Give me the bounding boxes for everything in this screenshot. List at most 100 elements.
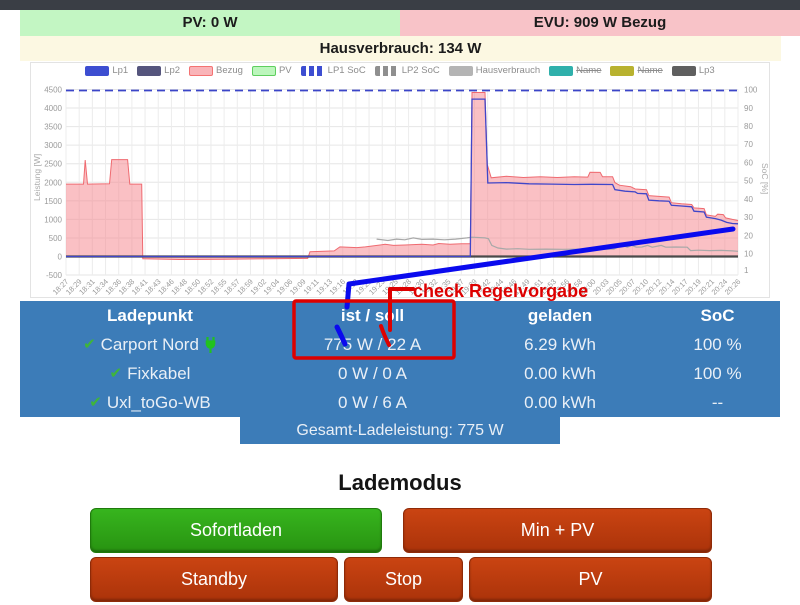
power-soc-chart-panel: Lp1 Lp2 Bezug PV LP1 SoC LP2 SoC Hausverbrauch… bbox=[30, 62, 770, 298]
legend-item-name[interactable]: Name bbox=[610, 65, 663, 76]
series-line-Bezug bbox=[66, 92, 739, 261]
charge-point-name: Fixkabel bbox=[127, 363, 191, 383]
svg-text:10: 10 bbox=[744, 250, 753, 259]
pv-status-text: PV: 0 W bbox=[182, 14, 238, 31]
svg-text:70: 70 bbox=[744, 140, 753, 149]
svg-text:50: 50 bbox=[744, 177, 753, 186]
svg-text:100: 100 bbox=[744, 86, 758, 95]
check-icon: ✔ bbox=[83, 336, 96, 353]
power-soc-chart: 4500 4000 3500 3000 2500 2000 1500 1000 500 0 -500… bbox=[32, 86, 769, 297]
svg-text:2000: 2000 bbox=[44, 178, 62, 187]
legend-swatch bbox=[300, 65, 325, 76]
svg-text:30: 30 bbox=[744, 213, 753, 222]
svg-text:0: 0 bbox=[58, 253, 63, 262]
svg-text:1000: 1000 bbox=[44, 215, 62, 224]
svg-text:60: 60 bbox=[744, 158, 753, 167]
svg-text:4500: 4500 bbox=[44, 86, 62, 95]
svg-text:4000: 4000 bbox=[44, 104, 62, 113]
table-cell-geladen: 0.00 kWh bbox=[524, 363, 596, 383]
legend-item-pv[interactable]: PV bbox=[251, 65, 292, 76]
total-charge-power-text: Gesamt-Ladeleistung: 775 W bbox=[296, 422, 504, 439]
legend-swatch bbox=[189, 65, 214, 76]
table-cell-ist-soll: 0 W / 0 A bbox=[338, 363, 407, 383]
svg-text:90: 90 bbox=[744, 104, 753, 113]
legend-swatch bbox=[448, 65, 473, 76]
table-cell-geladen: 6.29 kWh bbox=[524, 334, 596, 354]
svg-text:20: 20 bbox=[744, 231, 753, 240]
legend-label: PV bbox=[278, 65, 292, 76]
table-cell-soc: -- bbox=[711, 392, 724, 412]
plug-icon bbox=[205, 336, 216, 353]
legend-item-lp2-soc[interactable]: LP2 SoC bbox=[374, 65, 440, 76]
min-pv-button[interactable]: Min + PV bbox=[403, 508, 712, 553]
stop-button[interactable]: Stop bbox=[344, 557, 463, 602]
legend-label: Lp3 bbox=[698, 65, 715, 76]
hausverbrauch-status-text: Hausverbrauch: 134 W bbox=[319, 40, 482, 57]
charge-point-name: Carport Nord bbox=[100, 334, 199, 354]
table-cell-geladen: 0.00 kWh bbox=[524, 392, 596, 412]
legend-swatch bbox=[374, 65, 399, 76]
col-header-geladen: geladen bbox=[527, 305, 593, 325]
svg-text:3500: 3500 bbox=[44, 123, 62, 132]
legend-item-name[interactable]: Name bbox=[549, 65, 601, 76]
chart-series bbox=[66, 89, 739, 261]
table-cell-ist-soll: 0 W / 6 A bbox=[338, 392, 407, 412]
svg-text:500: 500 bbox=[49, 234, 63, 243]
total-charge-power-bar: Gesamt-Ladeleistung: 775 W bbox=[240, 417, 560, 444]
legend-item-lp3[interactable]: Lp3 bbox=[671, 65, 715, 76]
legend-label: Bezug bbox=[216, 65, 243, 76]
table-row-uxl-togo-wb-name: ✔ Uxl_toGo-WB bbox=[20, 393, 280, 413]
legend-swatch bbox=[137, 65, 162, 76]
check-icon: ✔ bbox=[109, 365, 123, 382]
legend-label: Lp2 bbox=[164, 65, 181, 76]
chart-legend: Lp1 Lp2 Bezug PV LP1 SoC LP2 SoC Hausverbrauch… bbox=[31, 65, 769, 76]
legend-swatch bbox=[610, 65, 635, 76]
series-line-Lp1 bbox=[66, 98, 739, 258]
svg-text:2500: 2500 bbox=[44, 160, 62, 169]
legend-item-lp1-soc[interactable]: LP1 SoC bbox=[300, 65, 366, 76]
svg-text:80: 80 bbox=[744, 122, 753, 131]
charge-points-table: Ladepunkt ist / soll geladen SoC ✔ Carpo… bbox=[20, 301, 780, 417]
legend-label: Hausverbrauch bbox=[475, 65, 541, 76]
hausverbrauch-status-bar: Hausverbrauch: 134 W bbox=[20, 36, 781, 61]
table-cell-soc: 100 % bbox=[693, 334, 742, 354]
legend-swatch bbox=[251, 65, 276, 76]
evu-status-bar: EVU: 909 W Bezug bbox=[400, 10, 800, 36]
col-header-ladepunkt: Ladepunkt bbox=[107, 305, 193, 325]
legend-label: Name bbox=[637, 65, 663, 76]
evu-status-text: EVU: 909 W Bezug bbox=[533, 14, 667, 31]
col-header-ist-soll: ist / soll bbox=[340, 305, 405, 325]
sofortladen-button[interactable]: Sofortladen bbox=[90, 508, 382, 553]
legend-label: LP1 SoC bbox=[327, 65, 366, 76]
legend-item-hausverbrauch[interactable]: Hausverbrauch bbox=[448, 65, 541, 76]
legend-item-lp1[interactable]: Lp1 bbox=[85, 65, 128, 76]
legend-label: LP2 SoC bbox=[401, 65, 440, 76]
col-header-soc: SoC bbox=[700, 305, 735, 325]
svg-text:-500: -500 bbox=[46, 271, 63, 280]
table-cell-ist-soll: 775 W / 22 A bbox=[323, 334, 422, 354]
standby-button[interactable]: Standby bbox=[90, 557, 338, 602]
legend-label: Name bbox=[576, 65, 602, 76]
legend-item-lp2[interactable]: Lp2 bbox=[137, 65, 180, 76]
table-cell-soc: 100 % bbox=[693, 363, 742, 383]
svg-text:3000: 3000 bbox=[44, 141, 62, 150]
series-area-Bezug bbox=[66, 92, 738, 260]
legend-swatch bbox=[85, 65, 110, 76]
svg-text:SoC [%]: SoC [%] bbox=[760, 163, 769, 194]
svg-text:40: 40 bbox=[744, 195, 753, 204]
svg-text:Leistung [W]: Leistung [W] bbox=[32, 154, 42, 201]
charge-point-name: Uxl_toGo-WB bbox=[106, 392, 211, 412]
lademodus-title: Lademodus bbox=[338, 470, 462, 495]
legend-item-bezug[interactable]: Bezug bbox=[189, 65, 243, 76]
table-row-fixkabel-name: ✔ Fixkabel bbox=[20, 364, 280, 384]
check-icon: ✔ bbox=[89, 394, 102, 411]
top-nav-bar bbox=[0, 0, 800, 10]
svg-text:1500: 1500 bbox=[44, 197, 62, 206]
legend-swatch bbox=[671, 65, 696, 76]
table-row-carport-nord-name: ✔ Carport Nord bbox=[20, 335, 280, 355]
legend-swatch bbox=[549, 65, 574, 76]
pv-button[interactable]: PV bbox=[469, 557, 712, 602]
pv-status-bar: PV: 0 W bbox=[20, 10, 400, 36]
legend-label: Lp1 bbox=[112, 65, 129, 76]
svg-text:1: 1 bbox=[744, 266, 749, 275]
